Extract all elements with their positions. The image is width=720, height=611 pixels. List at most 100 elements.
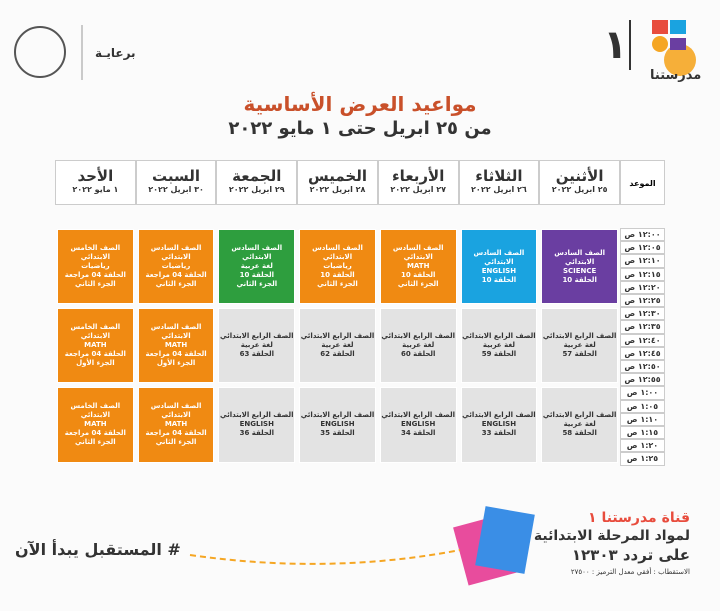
program-cell: الصف الرابع الابتدائي ENGLISH الحلقة 36 <box>218 387 296 463</box>
program-line: الحلقة 57 <box>562 350 597 359</box>
program-line: الصف الرابع الابتدائي <box>219 411 294 420</box>
time-slot: ١:٢٠ ص <box>620 439 665 453</box>
day-name: الثلاثاء <box>475 167 523 185</box>
program-line: الصف السادس الابتدائي <box>312 244 363 262</box>
logo-text: مدرستنا <box>650 68 702 83</box>
channel: قناة مدرستنا ١ <box>588 510 690 526</box>
program-line: الجزء الثاني <box>75 438 116 447</box>
program-line: الصف السادس الابتدائي <box>150 244 202 262</box>
time-slot: ١٢:١٥ ص <box>620 267 665 281</box>
day-header: الثلاثاء ٢٦ ابريل ٢٠٢٢ <box>458 160 540 205</box>
day-header: الجمعة ٢٩ ابريل ٢٠٢٢ <box>216 160 298 205</box>
program-line: الجزء الثاني <box>317 280 358 289</box>
program-line: لغة عربية <box>563 341 596 350</box>
frequency: على تردد ١٢٣٠٣ <box>571 546 690 564</box>
program-line: الصف الرابع الابتدائي <box>381 411 455 420</box>
program-cell: الصف الرابع الابتدائي لغة عربية الحلقة 58 <box>541 387 618 463</box>
day-date: ٢٧ ابريل ٢٠٢٢ <box>390 185 447 194</box>
program-line: الحلقة 10 <box>481 275 517 284</box>
program-cell: الصف السادس الابتدائي MATH الحلقة 04 مراجع… <box>137 387 215 463</box>
time-slot: ١٢:٠٠ ص <box>620 228 665 242</box>
program-line: الحلقة 59 <box>481 350 517 359</box>
program-line: الحلقة 36 <box>239 429 274 438</box>
time-slot: ١٢:٢٠ ص <box>620 280 665 294</box>
program-line: الجزء الثاني <box>236 280 278 289</box>
program-cell: الصف الخامس الابتدائي رياضيات الحلقة 04 مر… <box>57 229 134 305</box>
program-cell: الصف السادس الابتدائي SCIENCE الحلقة 10 <box>541 229 618 305</box>
program-line: لغة عربية <box>240 341 273 350</box>
day-date: ٣٠ ابريل ٢٠٢٢ <box>148 185 204 194</box>
program-line: الجزء الأول <box>76 359 115 368</box>
time-header: الموعد <box>620 160 665 205</box>
program-line: الحلقة 04 مراجعة <box>145 429 207 438</box>
program-line: ENGLISH <box>481 420 517 429</box>
time-slot: ١:٠٥ ص <box>620 399 665 413</box>
program-line: الحلقة 10 <box>401 271 436 280</box>
technical-info: الاستقطاب : أفقي معدل الترميز : ٢٧٥٠٠ <box>570 568 690 576</box>
program-cell: الصف السادس الابتدائي رياضيات الحلقة 04 مر… <box>137 229 215 305</box>
day-name: الجمعة <box>232 167 282 185</box>
time-slot: ١٢:٤٥ ص <box>620 346 665 360</box>
program-cell: الصف الرابع الابتدائي لغة عربية الحلقة 57 <box>541 308 618 384</box>
program-cell: الصف الرابع الابتدائي ENGLISH الحلقة 35 <box>299 387 376 463</box>
program-line: الصف السادس الابتدائي <box>231 244 283 262</box>
program-line: لغة عربية <box>402 341 435 350</box>
time-slot: ١٢:٥٥ ص <box>620 373 665 387</box>
day-name: السبت <box>152 167 201 185</box>
day-header: الخميس ٢٨ ابريل ٢٠٢٢ <box>297 160 378 205</box>
program-line: الحلقة 04 مراجعة <box>64 429 126 438</box>
day-header: الأربعاء ٢٧ ابريل ٢٠٢٢ <box>377 160 459 205</box>
program-line: الصف الرابع الابتدائي <box>542 332 617 341</box>
program-line: الحلقة 04 مراجعة <box>64 350 126 359</box>
program-cell: الصف السادس الابتدائي رياضيات الحلقة 10 الج… <box>299 229 376 305</box>
time-slot: ١:١٠ ص <box>620 412 665 426</box>
program-line: الحلقة 33 <box>481 429 517 438</box>
program-line: الحلقة 04 مراجعة <box>145 350 207 359</box>
program-line: الجزء الثاني <box>75 280 116 289</box>
program-line: رياضيات <box>81 262 110 271</box>
program-cell: الصف الرابع الابتدائي ENGLISH الحلقة 33 <box>460 387 538 463</box>
day-date: ٢٦ ابريل ٢٠٢٢ <box>471 185 527 194</box>
program-line: الجزء الثاني <box>155 438 197 447</box>
program-line: الصف الخامس الابتدائي <box>70 244 121 262</box>
day-date: ١ مايو ٢٠٢٢ <box>72 185 119 194</box>
program-line: الحلقة 04 مراجعة <box>64 271 126 280</box>
program-line: الحلقة 34 <box>401 429 436 438</box>
program-line: الحلقة 35 <box>320 429 355 438</box>
program-line: الصف الخامس الابتدائي <box>70 402 121 420</box>
day-date: ٢٥ ابريل ٢٠٢٢ <box>551 185 608 194</box>
time-slot: ١:١٥ ص <box>620 426 665 440</box>
program-line: الحلقة 58 <box>562 429 597 438</box>
program-line: الحلقة 62 <box>320 350 355 359</box>
program-line: ENGLISH <box>320 420 355 429</box>
program-line: الصف الرابع الابتدائي <box>381 332 455 341</box>
day-header: الأثنين ٢٥ ابريل ٢٠٢٢ <box>539 160 620 205</box>
program-line: MATH <box>84 341 107 350</box>
program-line: الصف السادس الابتدائي <box>150 402 202 420</box>
title: مواعيد العرض الأساسية <box>243 92 477 116</box>
program-line: الصف السادس الابتدائي <box>150 323 202 341</box>
program-line: الحلقة 04 مراجعة <box>145 271 207 280</box>
program-line: لغة عربية <box>563 420 596 429</box>
time-slot: ١٢:٢٥ ص <box>620 294 665 308</box>
program-line: الصف السادس الابتدائي <box>473 248 525 266</box>
program-line: الصف الخامس الابتدائي <box>70 323 121 341</box>
program-line: رياضيات <box>323 262 352 271</box>
time-slot: ١٢:٣٠ ص <box>620 307 665 321</box>
program-line: الصف الرابع الابتدائي <box>462 332 536 341</box>
program-line: MATH <box>164 341 188 350</box>
logo-number: ١ <box>603 22 628 68</box>
program-cell: الصف السادس الابتدائي لغة عربية الحلقة 10 ا… <box>218 229 296 305</box>
program-line: الصف السادس الابتدائي <box>392 244 444 262</box>
program-line: لغة عربية <box>321 341 354 350</box>
time-slot: ١٢:٥٠ ص <box>620 360 665 374</box>
program-line: الجزء الثاني <box>155 280 197 289</box>
time-slot: ١٢:٠٥ ص <box>620 241 665 255</box>
time-slot: ١٢:١٠ ص <box>620 254 665 268</box>
program-cell: الصف السادس الابتدائي MATH الحلقة 04 مراجع… <box>137 308 215 384</box>
time-slot: ١:٠٠ ص <box>620 386 665 400</box>
program-line: الجزء الأول <box>156 359 196 368</box>
program-cell: الصف الرابع الابتدائي لغة عربية الحلقة 59 <box>460 308 538 384</box>
program-cell: الصف السادس الابتدائي ENGLISH الحلقة 10 <box>460 229 538 305</box>
